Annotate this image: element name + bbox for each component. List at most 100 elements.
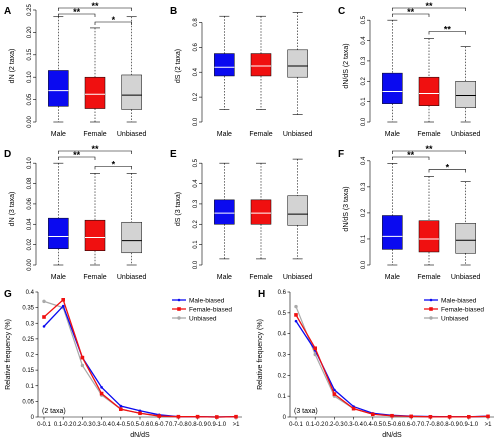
data-point [176,414,181,419]
y-tick-label: 0.15 [27,48,33,60]
x-tick-label: 0.3-0.4 [92,422,111,428]
bracket-line [392,7,466,11]
bracket-line [58,13,96,17]
panel-d: D 0.00 0.02 0.04 0.06 0.08 0.10 dN (3 taxa) Male… [4,144,147,281]
panel-letter: H [258,289,265,300]
box-unbiased [121,16,142,123]
series-female-biased [42,298,238,419]
panel-letter: F [338,149,344,160]
category-label: Male [51,274,66,281]
bracket-line [58,7,132,11]
category-label: Female [83,274,106,281]
y-axis-label: dN (3 taxa) [9,192,16,227]
y-tick-label: 0.20 [27,26,33,38]
x-tick-label: 0.7-0.8 [421,422,440,428]
legend-marker [177,316,181,320]
box-unbiased [455,46,476,123]
significance-label: * [446,162,450,172]
significance-label: ** [73,7,81,17]
bracket-line [392,150,466,154]
y-tick-label: 0.10 [27,71,33,83]
y-axis-label: dN/dS (3 taxa) [343,186,350,231]
panel-f: F 0.0 0.1 0.2 0.3 0.4 dN/dS (3 taxa) Male Female… [338,144,481,281]
bracket-line [428,169,466,173]
category-label: Unbiased [283,131,313,138]
data-point [61,298,65,302]
box-body [250,199,272,225]
data-point [80,363,85,368]
data-point [447,414,452,419]
y-tick-label: 0.3 [26,321,35,327]
x-tick-label: 0-0.1 [289,422,303,428]
y-axis-label: dS (3 taxa) [175,192,182,226]
data-point [428,414,433,419]
legend-marker [429,298,433,302]
significance-bracket: ** [428,25,466,35]
x-tick-label: 0.5-0.6 [131,422,150,428]
bracket-line [392,13,430,17]
y-tick-label: 0.5 [278,311,287,317]
bracket-line [94,21,132,25]
x-tick-label: 0.3-0.4 [344,422,363,428]
data-point [100,386,103,389]
y-tick-label: 0.1 [361,97,367,106]
box-body [214,199,235,225]
x-tick-label: 0.2-0.3 [325,422,344,428]
y-tick-label: 0.06 [27,197,33,209]
significance-label: ** [425,1,433,11]
series-line [295,306,489,418]
panel-letter: C [338,6,345,17]
y-tick-label: 0.2 [361,208,367,217]
box-male [382,19,403,123]
category-label: Male [385,131,400,138]
significance-bracket: ** [392,150,430,160]
y-tick-label: 0.6 [278,290,287,296]
significance-bracket: * [428,162,466,173]
y-tick-label: 0.4 [26,290,35,296]
box-female [418,38,440,123]
significance-label: * [112,159,116,169]
category-label: Female [249,131,272,138]
category-label: Female [249,274,272,281]
box-female [84,27,106,123]
significance-bracket: ** [392,1,466,11]
box-body [418,76,440,106]
box-body [455,81,476,108]
data-point [371,412,375,417]
box-body [48,217,69,249]
significance-label: ** [91,1,99,11]
significance-label: ** [407,7,415,17]
significance-bracket: ** [58,7,96,17]
y-tick-label: 0.2 [278,373,287,379]
box-male [48,162,69,266]
data-point [390,413,394,418]
data-point [234,414,238,419]
y-tick-label: 0.05 [27,93,33,105]
box-body [382,72,403,104]
y-tick-label: 0 [283,415,287,421]
data-point [215,415,219,419]
x-tick-label: 0.4-0.5 [363,422,382,428]
x-tick-label: 0.6-0.7 [402,422,421,428]
x-tick-label: 0.8-0.9 [440,422,459,428]
y-tick-label: 0.1 [278,394,287,400]
bracket-line [58,150,132,154]
x-tick-label: 0.9-1.0 [207,422,226,428]
panel-a: A 0.00 0.05 0.10 0.15 0.20 0.25 dN (2 taxa) Male… [4,1,147,138]
box-unbiased [287,158,308,260]
y-tick-label: 0.4 [193,179,199,188]
category-label: Male [217,131,232,138]
y-tick-label: 0.1 [26,384,35,390]
y-tick-label: 0.2 [361,76,367,85]
data-point [138,411,142,416]
data-point [42,315,46,319]
legend: Male-biased Female-biased Unbiased [424,297,484,322]
legend-label: Female-biased [189,306,232,313]
y-tick-label: 0.5 [193,158,199,167]
y-tick-label: 0.05 [22,399,34,405]
panel-g: G 0 0.05 0.1 0.15 0.2 0.25 0.3 0.35 0.4 0-0.1 0.1-0… [4,289,242,439]
y-axis-label: Relative frequency (%) [257,319,264,390]
category-label: Male [217,274,232,281]
legend-label: Male-biased [189,297,225,304]
y-tick-label: 0.00 [27,116,33,128]
